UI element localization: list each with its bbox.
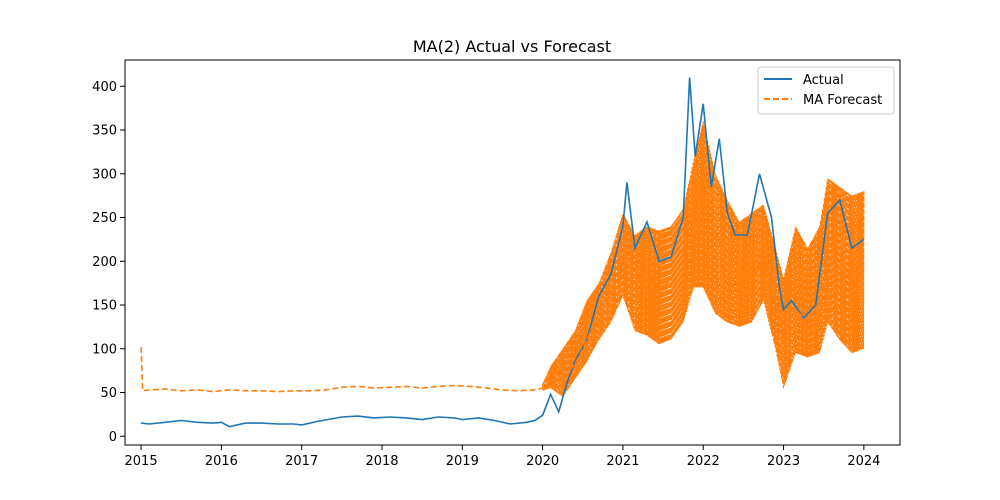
y-tick-label: 200 xyxy=(92,255,117,270)
x-tick-label: 2024 xyxy=(847,454,880,469)
y-tick-label: 0 xyxy=(109,430,117,445)
forecast-band-layer xyxy=(542,121,865,397)
x-tick-label: 2018 xyxy=(365,454,398,469)
chart-title: MA(2) Actual vs Forecast xyxy=(413,37,611,56)
y-tick-label: 350 xyxy=(92,124,117,139)
x-tick-label: 2019 xyxy=(446,454,479,469)
x-tick-label: 2021 xyxy=(606,454,639,469)
x-tick-label: 2017 xyxy=(285,454,318,469)
x-tick-label: 2015 xyxy=(125,454,158,469)
series-actual xyxy=(141,77,865,428)
y-tick-label: 400 xyxy=(92,80,117,95)
y-axis: 0 50 100 150 200 250 300 350 400 xyxy=(92,80,125,445)
x-tick-label: 2022 xyxy=(687,454,720,469)
y-tick-label: 250 xyxy=(92,211,117,226)
x-axis: 2015 2016 2017 2018 2019 2020 2021 2022 2023 2024 xyxy=(125,445,880,469)
plot-frame xyxy=(124,59,901,446)
plot-area xyxy=(124,59,901,446)
y-tick-label: 300 xyxy=(92,167,117,182)
y-tick-label: 50 xyxy=(100,386,117,401)
x-tick-label: 2016 xyxy=(205,454,238,469)
y-tick-label: 150 xyxy=(92,299,117,314)
series-layer xyxy=(140,77,865,428)
legend: Actual MA Forecast xyxy=(757,66,895,115)
legend-actual-label: Actual xyxy=(803,73,844,88)
y-tick-label: 100 xyxy=(92,342,117,357)
legend-forecast-label: MA Forecast xyxy=(803,93,882,108)
series-ma-forecast xyxy=(140,179,865,393)
x-tick-label: 2020 xyxy=(526,454,559,469)
series-ma-forecast-oscillation xyxy=(542,121,865,397)
x-tick-label: 2023 xyxy=(767,454,800,469)
